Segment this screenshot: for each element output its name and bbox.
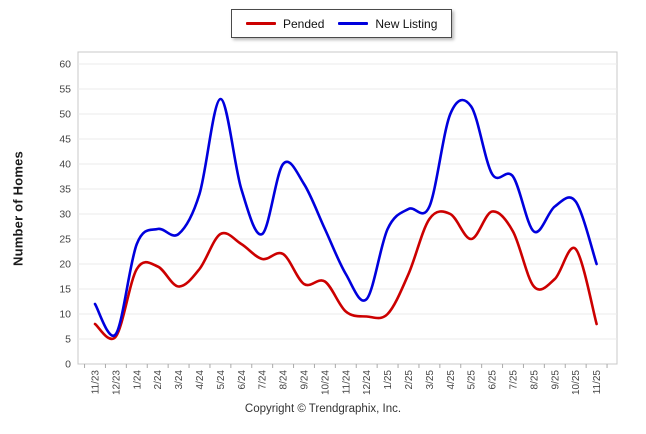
- x-tick-label-11/24: 11/24: [341, 370, 352, 395]
- x-tick-label-5/25: 5/25: [467, 370, 478, 390]
- legend-label-pended: Pended: [283, 16, 325, 31]
- x-tick-label-1/25: 1/25: [383, 370, 394, 390]
- x-tick-label-11/25: 11/25: [592, 370, 603, 395]
- y-tick-label-20: 20: [59, 259, 71, 271]
- y-tick-label-55: 55: [59, 84, 71, 96]
- x-tick-label-11/23: 11/23: [91, 370, 102, 395]
- y-tick-label-25: 25: [59, 234, 71, 246]
- x-tick-label-9/25: 9/25: [550, 370, 561, 390]
- x-tick-label-8/25: 8/25: [529, 370, 540, 390]
- x-tick-label-5/24: 5/24: [216, 370, 227, 390]
- series-line-new-listing: [93, 97, 598, 338]
- copyright-text: Copyright © Trendgraphix, Inc.: [244, 403, 402, 415]
- x-tick-label-3/24: 3/24: [174, 370, 185, 390]
- x-tick-label-3/25: 3/25: [425, 370, 436, 390]
- y-tick-label-60: 60: [59, 59, 71, 71]
- y-tick-label-35: 35: [59, 184, 71, 196]
- x-tick-label-2/24: 2/24: [153, 370, 164, 390]
- x-tick-label-6/25: 6/25: [488, 370, 499, 390]
- y-tick-label-50: 50: [59, 109, 71, 121]
- new-listing-line-swatch: [338, 22, 369, 25]
- y-tick-label-45: 45: [59, 134, 71, 146]
- legend-label-new-listing: New Listing: [375, 16, 438, 31]
- x-tick-label-8/24: 8/24: [279, 370, 290, 390]
- y-tick-label-0: 0: [65, 359, 71, 371]
- x-tick-label-2/25: 2/25: [404, 370, 415, 390]
- x-tick-label-1/24: 1/24: [132, 370, 143, 390]
- x-tick-label-4/25: 4/25: [446, 370, 457, 390]
- series-line-pended: [93, 210, 598, 341]
- y-tick-label-40: 40: [59, 159, 71, 171]
- y-tick-label-5: 5: [65, 334, 71, 346]
- x-tick-label-12/24: 12/24: [362, 370, 373, 395]
- x-tick-label-10/24: 10/24: [320, 370, 331, 395]
- legend-item-pended: Pended: [246, 17, 324, 31]
- y-tick-label-30: 30: [59, 209, 71, 221]
- x-tick-label-7/24: 7/24: [258, 370, 269, 390]
- x-tick-label-6/24: 6/24: [237, 370, 248, 390]
- x-tick-label-7/25: 7/25: [509, 370, 520, 390]
- x-tick-label-4/24: 4/24: [195, 370, 206, 390]
- legend-item-new-listing: New Listing: [338, 17, 437, 31]
- x-tick-label-9/24: 9/24: [300, 370, 311, 390]
- pended-line-swatch: [246, 22, 276, 25]
- x-tick-label-10/25: 10/25: [571, 370, 582, 395]
- x-tick-label-12/23: 12/23: [111, 370, 122, 395]
- plot-border: [77, 51, 618, 365]
- chart-legend: Pended New Listing: [231, 9, 453, 38]
- y-tick-label-10: 10: [59, 309, 71, 321]
- y-tick-label-15: 15: [59, 284, 71, 296]
